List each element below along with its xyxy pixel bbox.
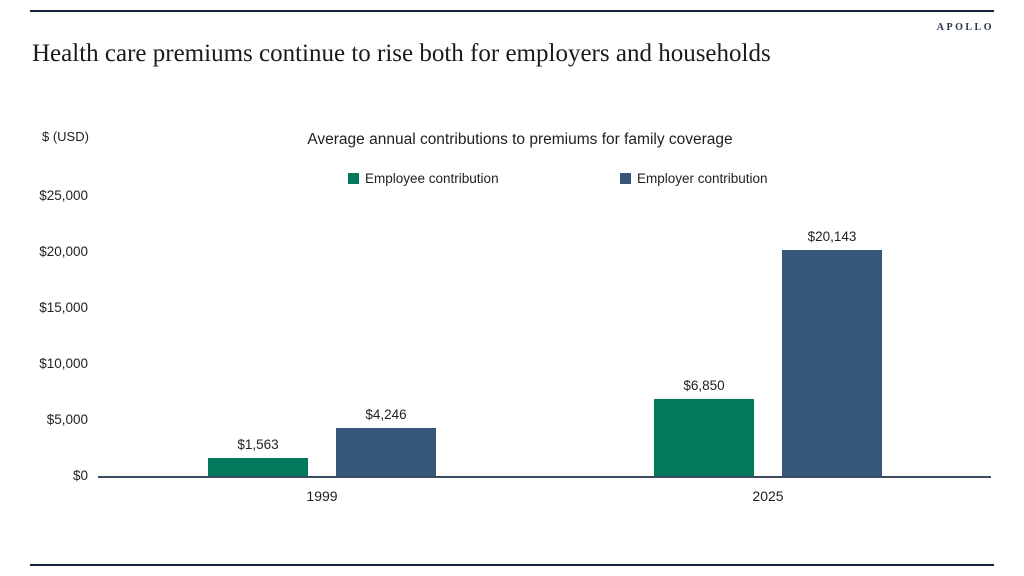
bar-value-label: $4,246 <box>365 407 407 422</box>
bottom-rule <box>30 564 994 566</box>
legend-label: Employee contribution <box>365 171 499 186</box>
y-axis-tick-label: $20,000 <box>39 244 88 259</box>
legend-item: Employer contribution <box>620 171 768 186</box>
bar-2025-employer <box>782 250 882 476</box>
y-axis-tick-label: $15,000 <box>39 300 88 315</box>
top-rule <box>30 10 994 12</box>
chart-title: Average annual contributions to premiums… <box>307 131 733 148</box>
y-axis-tick-label: $25,000 <box>39 188 88 203</box>
bar-value-label: $6,850 <box>683 378 725 393</box>
legend-swatch-icon <box>348 173 359 184</box>
y-axis-unit-label: $ (USD) <box>42 129 89 144</box>
bar-1999-employer <box>336 428 436 476</box>
page-title: Health care premiums continue to rise bo… <box>32 40 771 67</box>
bar-value-label: $20,143 <box>807 229 857 244</box>
x-axis-category-label: 1999 <box>306 488 338 504</box>
y-axis-tick-label: $5,000 <box>46 412 88 427</box>
bar-2025-employee <box>654 399 754 476</box>
bar-1999-employee <box>208 458 308 476</box>
x-axis-category-label: 2025 <box>752 488 784 504</box>
y-axis-tick-label: $10,000 <box>39 356 88 371</box>
y-axis-tick-label: $0 <box>72 468 88 483</box>
legend-swatch-icon <box>620 173 631 184</box>
legend-label: Employer contribution <box>637 171 768 186</box>
legend-item: Employee contribution <box>348 171 499 186</box>
x-axis-line <box>98 476 991 478</box>
bar-value-label: $1,563 <box>237 437 279 452</box>
apollo-logo: APOLLO <box>936 22 994 33</box>
